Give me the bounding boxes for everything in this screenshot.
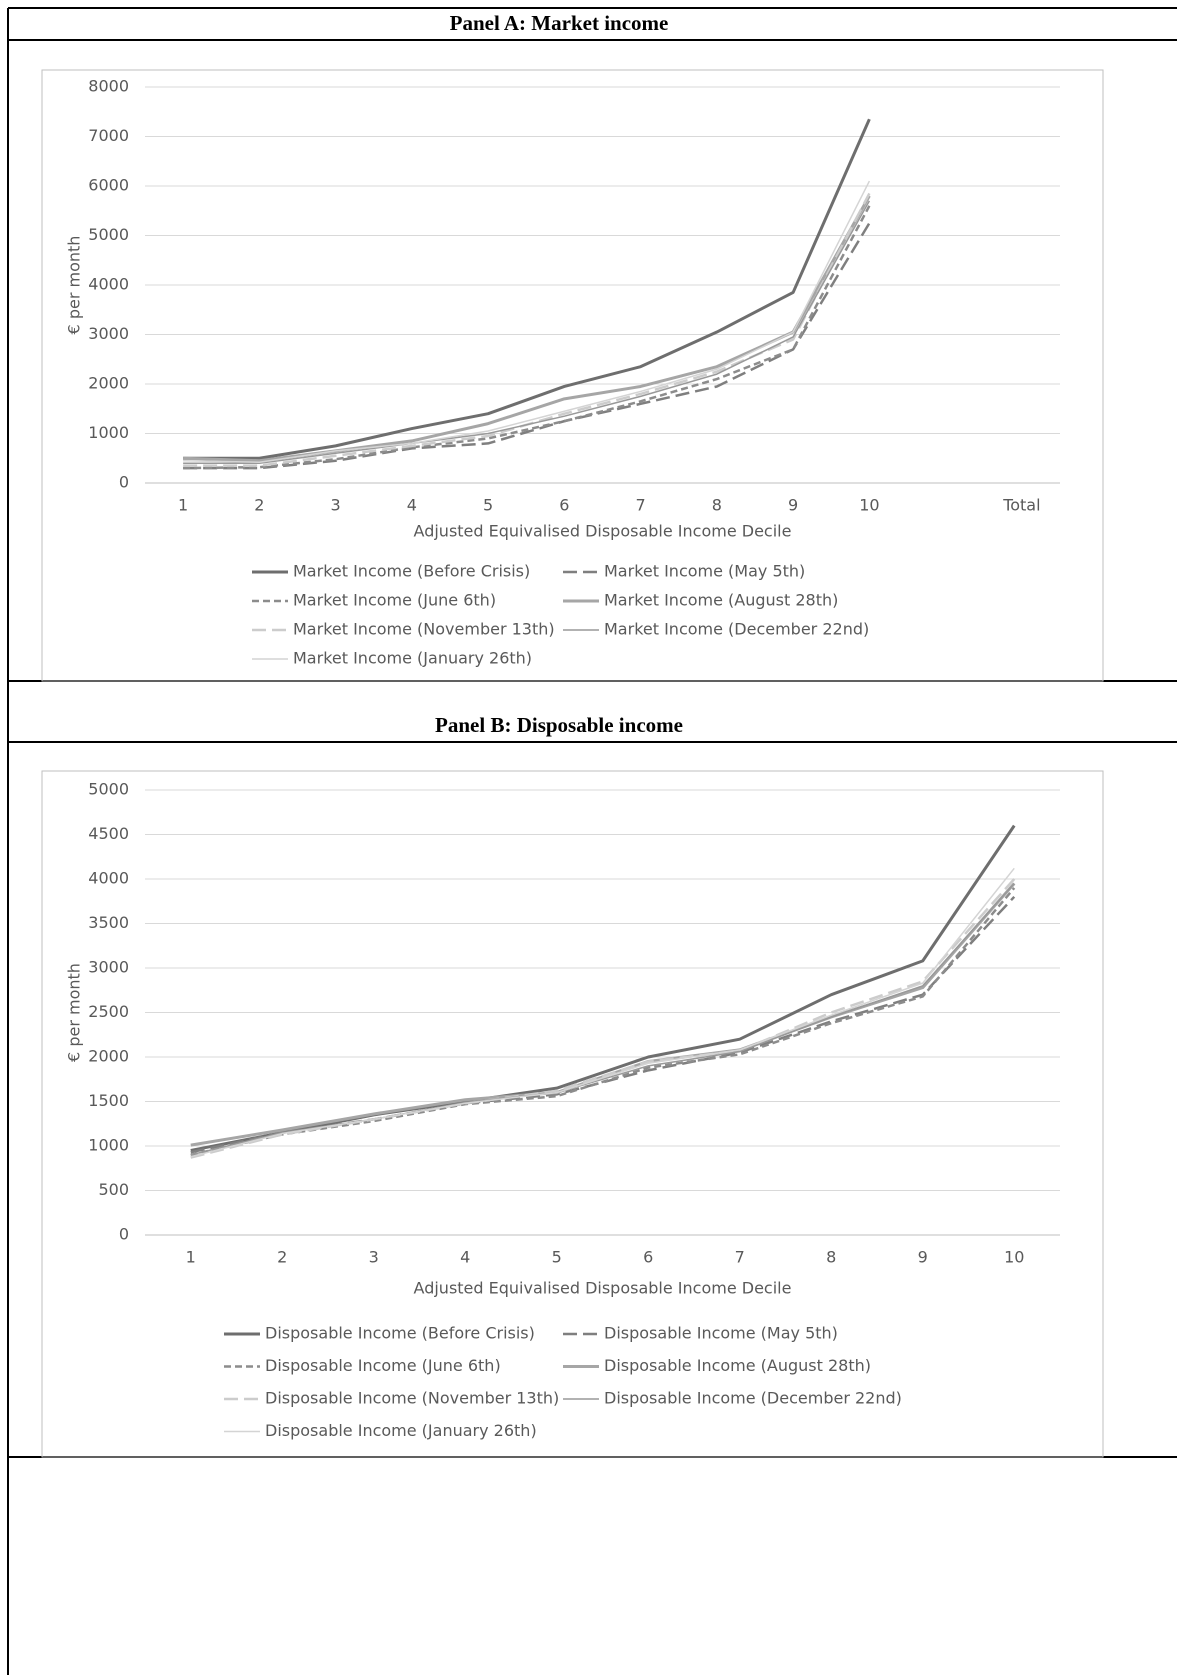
y-tick-label: 2500 [88, 1002, 129, 1021]
y-tick-label: 3000 [88, 958, 129, 977]
chart-frame [41, 770, 1104, 1458]
x-axis-label: Adjusted Equivalised Disposable Income D… [414, 1279, 792, 1298]
x-tick-label: 4 [460, 1248, 470, 1267]
data-line [190, 882, 1015, 1156]
x-tick-label: 9 [918, 1248, 928, 1267]
y-tick-label: 500 [98, 1180, 129, 1199]
legend-label: Market Income (January 26th) [293, 649, 532, 668]
y-tick-label: 1000 [88, 1136, 129, 1155]
data-line [183, 118, 871, 460]
y-tick-label: 8000 [88, 77, 129, 96]
legend-label: Market Income (August 28th) [604, 591, 838, 610]
x-tick-label: 6 [559, 496, 569, 515]
y-tick-label: 4500 [88, 824, 129, 843]
x-tick-label: 8 [712, 496, 722, 515]
y-tick-label: 6000 [88, 176, 129, 195]
data-line [183, 205, 871, 470]
legend-label: Market Income (November 13th) [293, 620, 555, 639]
legend-label: Disposable Income (June 6th) [265, 1356, 501, 1375]
legend-label: Disposable Income (December 22nd) [604, 1389, 902, 1408]
x-tick-label: 10 [1004, 1248, 1024, 1267]
y-tick-label: 0 [119, 473, 129, 492]
x-tick-label: 2 [254, 496, 264, 515]
panel-title: Panel B: Disposable income [435, 713, 683, 737]
table-frame [7, 7, 1177, 1675]
x-tick-label: 10 [859, 496, 879, 515]
y-axis-label: € per month [65, 236, 84, 335]
data-line [190, 867, 1015, 1158]
legend-label: Market Income (May 5th) [604, 562, 805, 581]
x-tick-label: Total [1002, 496, 1040, 515]
x-tick-label: 8 [826, 1248, 836, 1267]
data-line [190, 824, 1016, 1152]
chart-frame [41, 69, 1104, 682]
data-line [190, 878, 1016, 1159]
y-tick-label: 2000 [88, 1047, 129, 1066]
data-line [183, 180, 871, 463]
legend-label: Market Income (June 6th) [293, 591, 496, 610]
data-line [183, 200, 871, 464]
panel-title: Panel A: Market income [450, 11, 669, 35]
y-tick-label: 5000 [88, 225, 129, 244]
y-tick-label: 5000 [88, 780, 129, 799]
y-tick-label: 4000 [88, 869, 129, 888]
y-tick-label: 2000 [88, 374, 129, 393]
y-tick-label: 1000 [88, 423, 129, 442]
legend-label: Disposable Income (August 28th) [604, 1356, 871, 1375]
x-tick-label: 1 [186, 1248, 196, 1267]
x-axis-label: Adjusted Equivalised Disposable Income D… [414, 522, 792, 541]
data-line [190, 887, 1016, 1157]
x-tick-label: 7 [735, 1248, 745, 1267]
x-tick-label: 6 [643, 1248, 653, 1267]
y-tick-label: 0 [119, 1225, 129, 1244]
y-tick-label: 1500 [88, 1091, 129, 1110]
y-tick-label: 3000 [88, 324, 129, 343]
data-line [190, 895, 1016, 1154]
y-tick-label: 7000 [88, 126, 129, 145]
x-tick-label: 2 [277, 1248, 287, 1267]
x-tick-label: 1 [178, 496, 188, 515]
legend-label: Market Income (December 22nd) [604, 620, 869, 639]
legend-label: Market Income (Before Crisis) [293, 562, 530, 581]
legend-label: Disposable Income (Before Crisis) [265, 1324, 535, 1343]
data-line [190, 882, 1016, 1147]
x-tick-label: 9 [788, 496, 798, 515]
x-tick-label: 3 [369, 1248, 379, 1267]
x-tick-label: 4 [407, 496, 417, 515]
data-line [183, 222, 871, 470]
legend-label: Disposable Income (November 13th) [265, 1389, 559, 1408]
x-tick-label: 5 [483, 496, 493, 515]
y-tick-label: 4000 [88, 275, 129, 294]
legend-label: Disposable Income (January 26th) [265, 1421, 537, 1440]
y-tick-label: 3500 [88, 913, 129, 932]
legend-label: Disposable Income (May 5th) [604, 1324, 838, 1343]
x-tick-label: 7 [636, 496, 646, 515]
y-axis-label: € per month [65, 963, 84, 1062]
x-tick-label: 5 [552, 1248, 562, 1267]
x-tick-label: 3 [331, 496, 341, 515]
